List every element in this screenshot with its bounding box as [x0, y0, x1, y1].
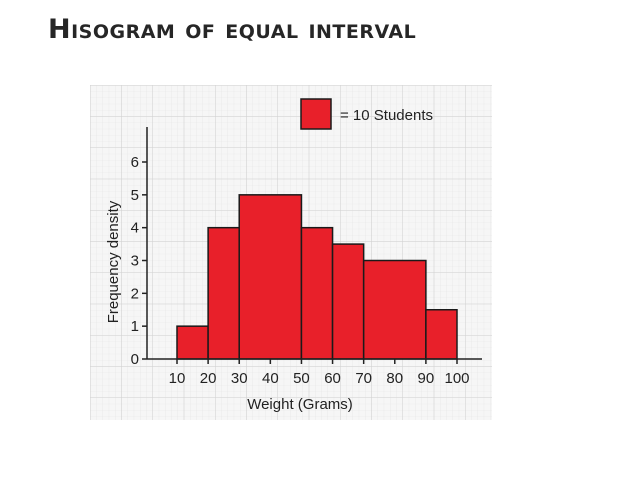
- histogram-bar-10-20: [176, 325, 209, 360]
- histogram-bar-70-90: [362, 259, 427, 360]
- y-tick-label-1: 1: [131, 318, 139, 335]
- x-tick-label-90: 90: [418, 370, 435, 387]
- y-tick-label-6: 6: [131, 154, 139, 171]
- x-ticks: 10 20 30 40 50 60 70 80 90 100: [169, 359, 470, 387]
- y-axis-title: Frequency density: [105, 200, 122, 323]
- legend-label: = 10 Students: [340, 107, 433, 124]
- x-tick-label-30: 30: [231, 370, 248, 387]
- histogram-bar-20-30: [207, 226, 240, 360]
- histogram-bar-30-50: [238, 194, 303, 360]
- y-tick-label-0: 0: [131, 351, 139, 368]
- histogram-bar-60-70: [331, 243, 365, 360]
- y-tick-label-3: 3: [131, 253, 139, 270]
- y-tick-label-4: 4: [131, 220, 139, 237]
- x-tick-label-80: 80: [386, 370, 403, 387]
- bars-group: [176, 194, 458, 360]
- y-tick-label-5: 5: [131, 187, 139, 204]
- histogram-bar-90-100: [425, 309, 458, 360]
- x-tick-label-10: 10: [169, 370, 186, 387]
- x-tick-label-20: 20: [200, 370, 217, 387]
- x-tick-label-100: 100: [444, 370, 469, 387]
- x-tick-label-50: 50: [293, 370, 310, 387]
- slide-title: Hisogram of equal interval: [48, 14, 417, 45]
- y-tick-label-2: 2: [131, 285, 139, 302]
- x-tick-label-60: 60: [324, 370, 341, 387]
- x-axis-title: Weight (Grams): [247, 396, 353, 413]
- x-tick-label-70: 70: [355, 370, 372, 387]
- x-tick-label-40: 40: [262, 370, 279, 387]
- legend-swatch: [300, 98, 332, 130]
- legend: = 10 Students: [300, 98, 433, 130]
- y-ticks: 0 1 2 3 4 5 6: [131, 154, 147, 368]
- histogram-bar-50-60: [300, 226, 334, 360]
